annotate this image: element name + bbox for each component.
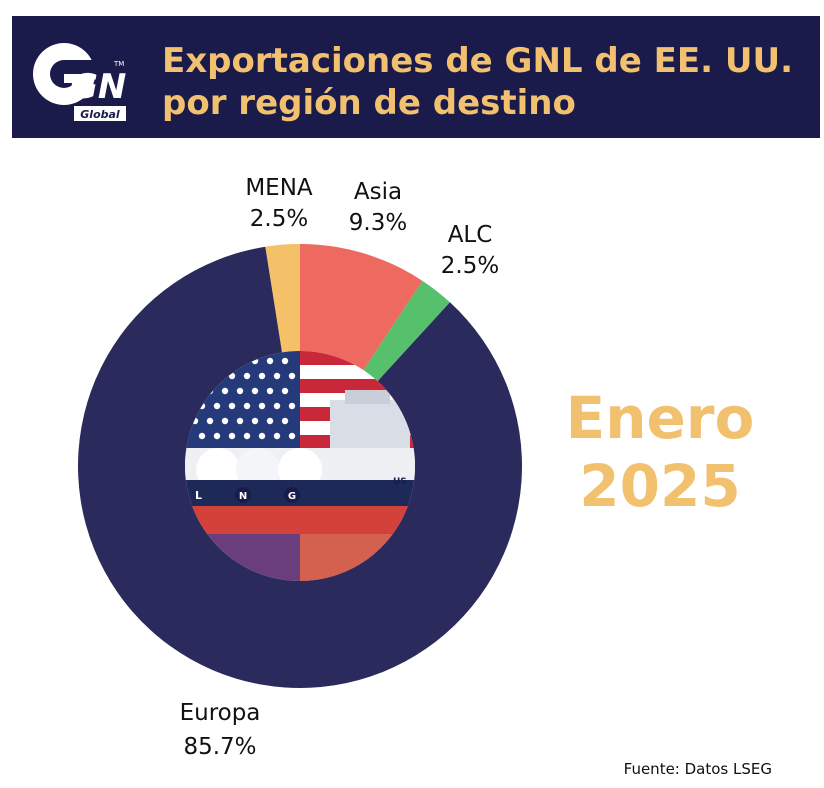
ship-mark: US	[393, 477, 407, 487]
source-note: Fuente: Datos LSEG	[623, 760, 772, 778]
label-asia-name: Asia	[353, 179, 403, 205]
ship-letter-g: G	[288, 491, 296, 502]
label-alc-name: ALC	[447, 222, 493, 248]
label-mena-value: 2.5%	[249, 206, 309, 232]
slice-alc	[361, 280, 450, 384]
label-alc: ALC 2.5%	[425, 220, 515, 282]
donut-slices	[78, 243, 522, 688]
slice-europa	[78, 246, 522, 688]
ship-letter-n: N	[239, 491, 247, 502]
label-mena: MENA 2.5%	[234, 173, 324, 235]
page-title: Exportaciones de GNL de EE. UU. por regi…	[162, 40, 812, 124]
slice-asia	[299, 243, 423, 373]
logo-tm: TM	[113, 60, 124, 68]
title-line-2: por región de destino	[162, 83, 576, 123]
gn-global-logo-icon: GN TM Global	[33, 43, 126, 121]
logo-text: GN	[70, 67, 126, 107]
period-month: Enero	[565, 384, 755, 452]
header-banner: GN TM Global Exportaciones de GNL de EE.…	[12, 16, 820, 138]
label-europa-value: 85.7%	[183, 734, 257, 760]
label-asia-value: 9.3%	[348, 210, 408, 236]
label-asia: Asia 9.3%	[333, 177, 423, 239]
label-europa: Europa 85.7%	[160, 696, 280, 764]
period-label: Enero 2025	[545, 384, 775, 520]
period-year: 2025	[579, 452, 741, 520]
label-mena-name: MENA	[245, 175, 313, 201]
label-europa-name: Europa	[179, 700, 261, 726]
slice-mena	[265, 243, 301, 356]
lng-tanker-us-flag-image: L N G US	[185, 351, 415, 581]
title-line-1: Exportaciones de GNL de EE. UU.	[162, 41, 793, 81]
logo-subtext: Global	[80, 108, 120, 121]
label-alc-value: 2.5%	[440, 253, 500, 279]
ship-letter-l: L	[195, 489, 202, 502]
